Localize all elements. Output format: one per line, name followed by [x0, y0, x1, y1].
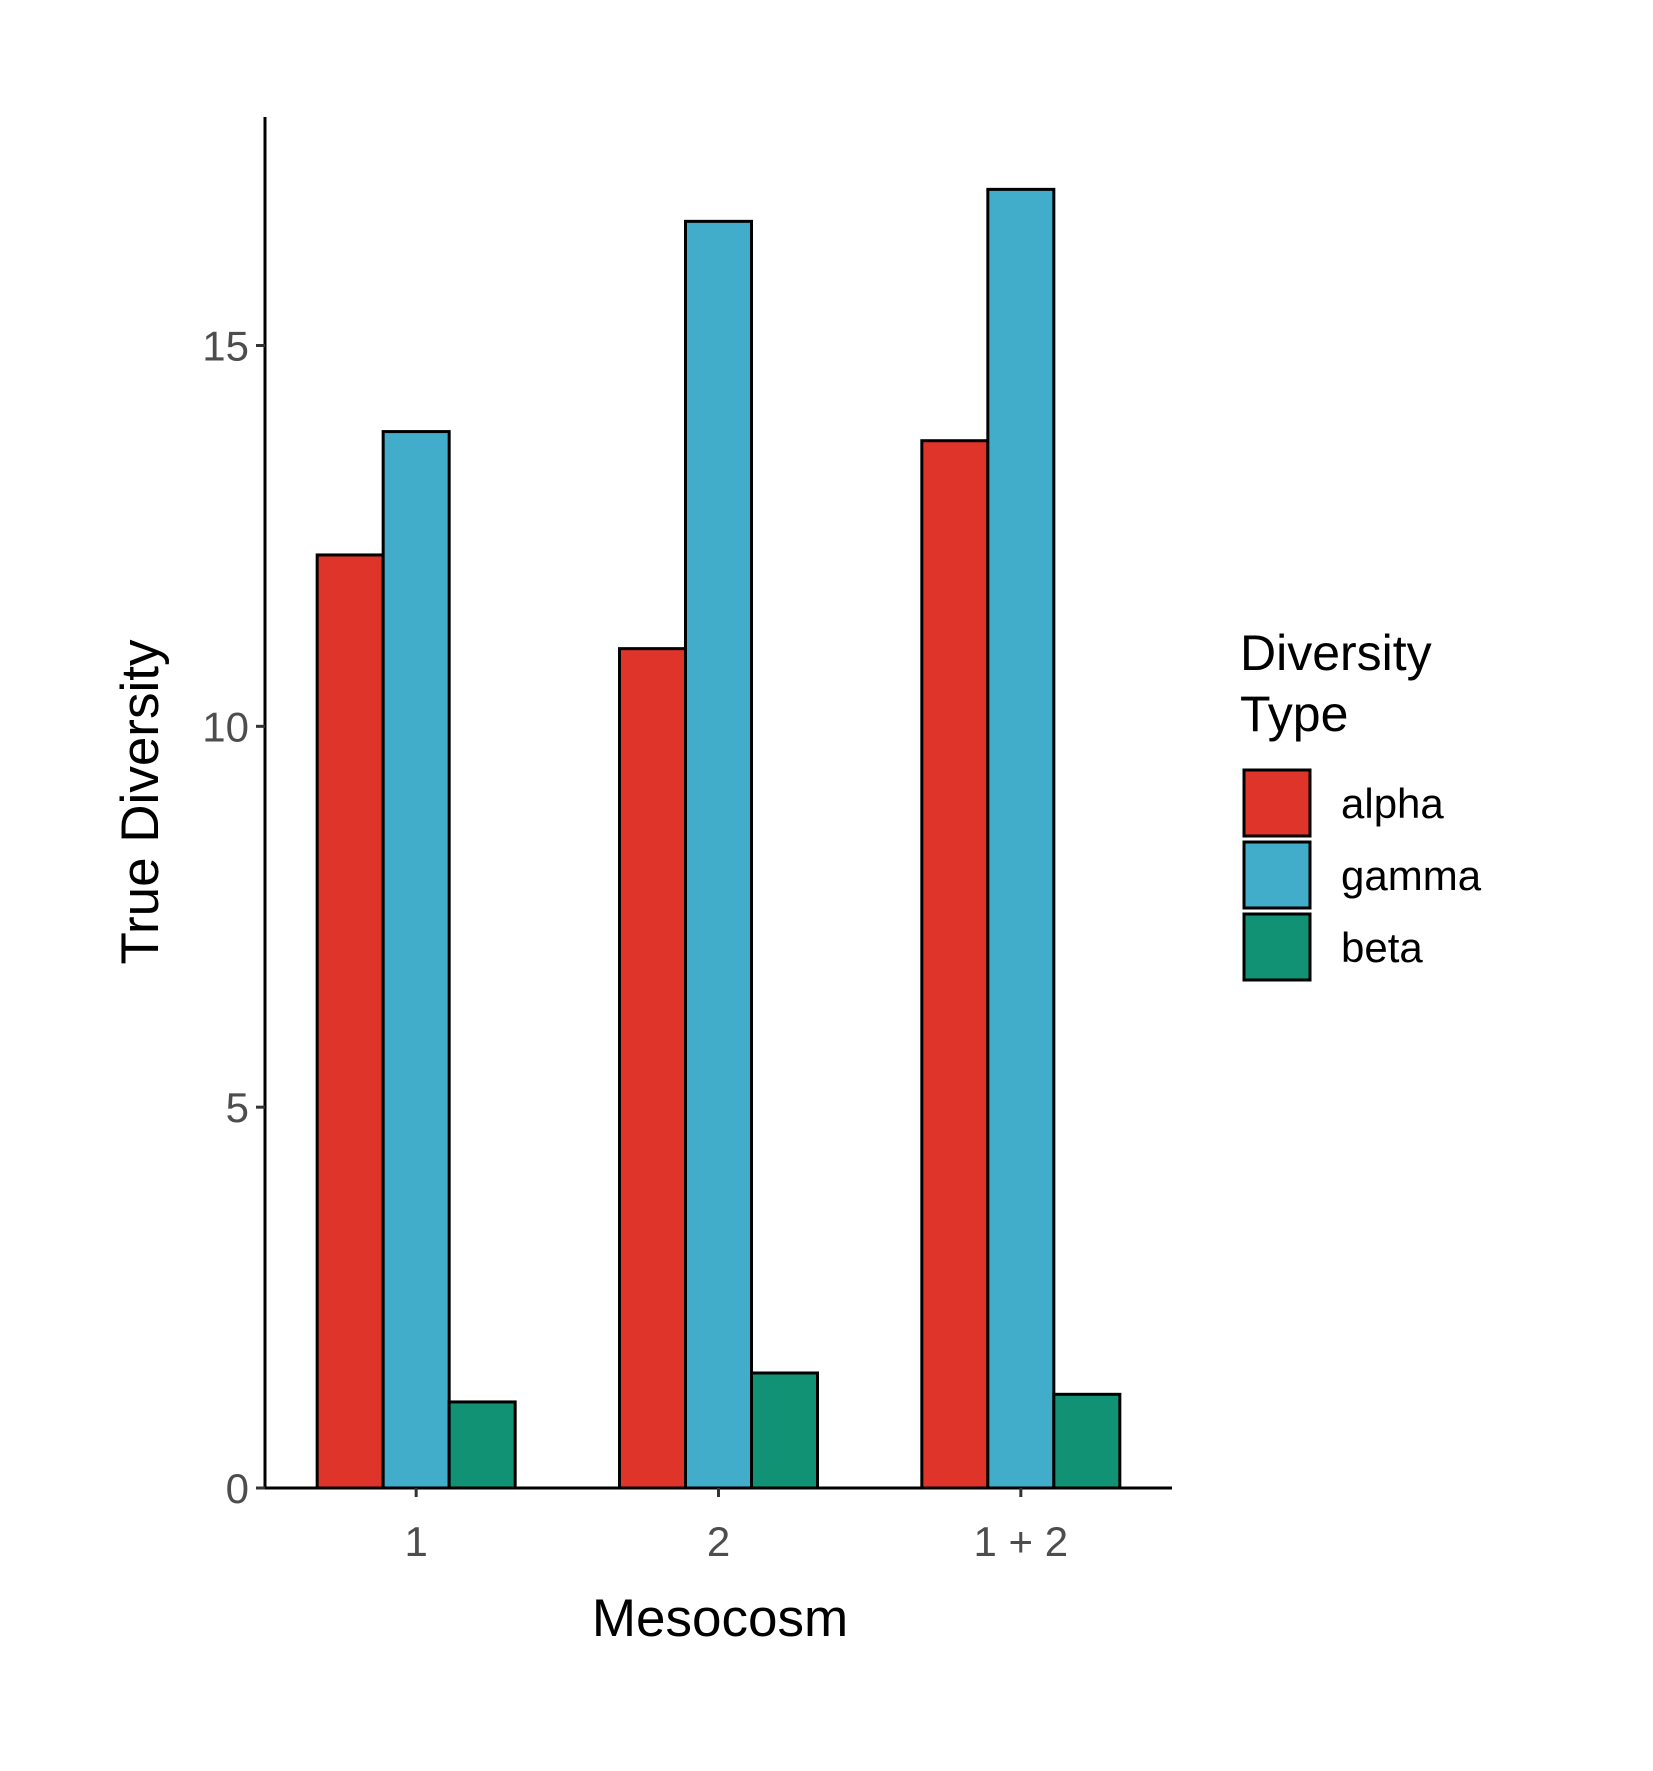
bars-layer [315, 187, 1122, 1490]
x-ticks: 1 2 1 + 2 [404, 1488, 1068, 1565]
y-tick-label-0: 0 [226, 1465, 249, 1512]
legend-key-beta [1242, 912, 1312, 982]
x-tick-label-1: 1 [404, 1518, 427, 1565]
x-tick-label-2: 2 [707, 1518, 730, 1565]
y-tick-label-5: 5 [226, 1084, 249, 1131]
x-axis-title: Mesocosm [592, 1589, 848, 1648]
bar-gamma-2 [684, 219, 753, 1490]
y-tick-label-15: 15 [202, 323, 249, 370]
legend-title-line-1: Diversity [1240, 625, 1432, 681]
y-axis-title: True Diversity [111, 639, 170, 964]
legend-items: alpha gamma beta [1242, 768, 1482, 982]
legend-title-line-2: Type [1240, 686, 1348, 742]
bar-beta-1 [447, 1400, 517, 1490]
legend-label-beta: beta [1341, 924, 1423, 971]
legend-key-gamma [1242, 840, 1312, 910]
bar-gamma-1 [381, 430, 451, 1490]
bar-alpha-1 [315, 553, 385, 1490]
y-tick-label-10: 10 [202, 703, 249, 750]
bar-gamma-3 [986, 187, 1056, 1490]
legend-key-alpha [1242, 768, 1312, 838]
bar-alpha-2 [618, 647, 687, 1490]
y-ticks: 0 5 10 15 [202, 323, 265, 1512]
legend: Diversity Type alpha gamma beta [1240, 625, 1482, 982]
bar-alpha-3 [920, 439, 990, 1490]
legend-label-alpha: alpha [1341, 780, 1444, 827]
legend-label-gamma: gamma [1341, 852, 1482, 899]
bar-beta-3 [1052, 1392, 1122, 1490]
x-tick-label-3: 1 + 2 [974, 1518, 1069, 1565]
bar-beta-2 [750, 1371, 819, 1490]
